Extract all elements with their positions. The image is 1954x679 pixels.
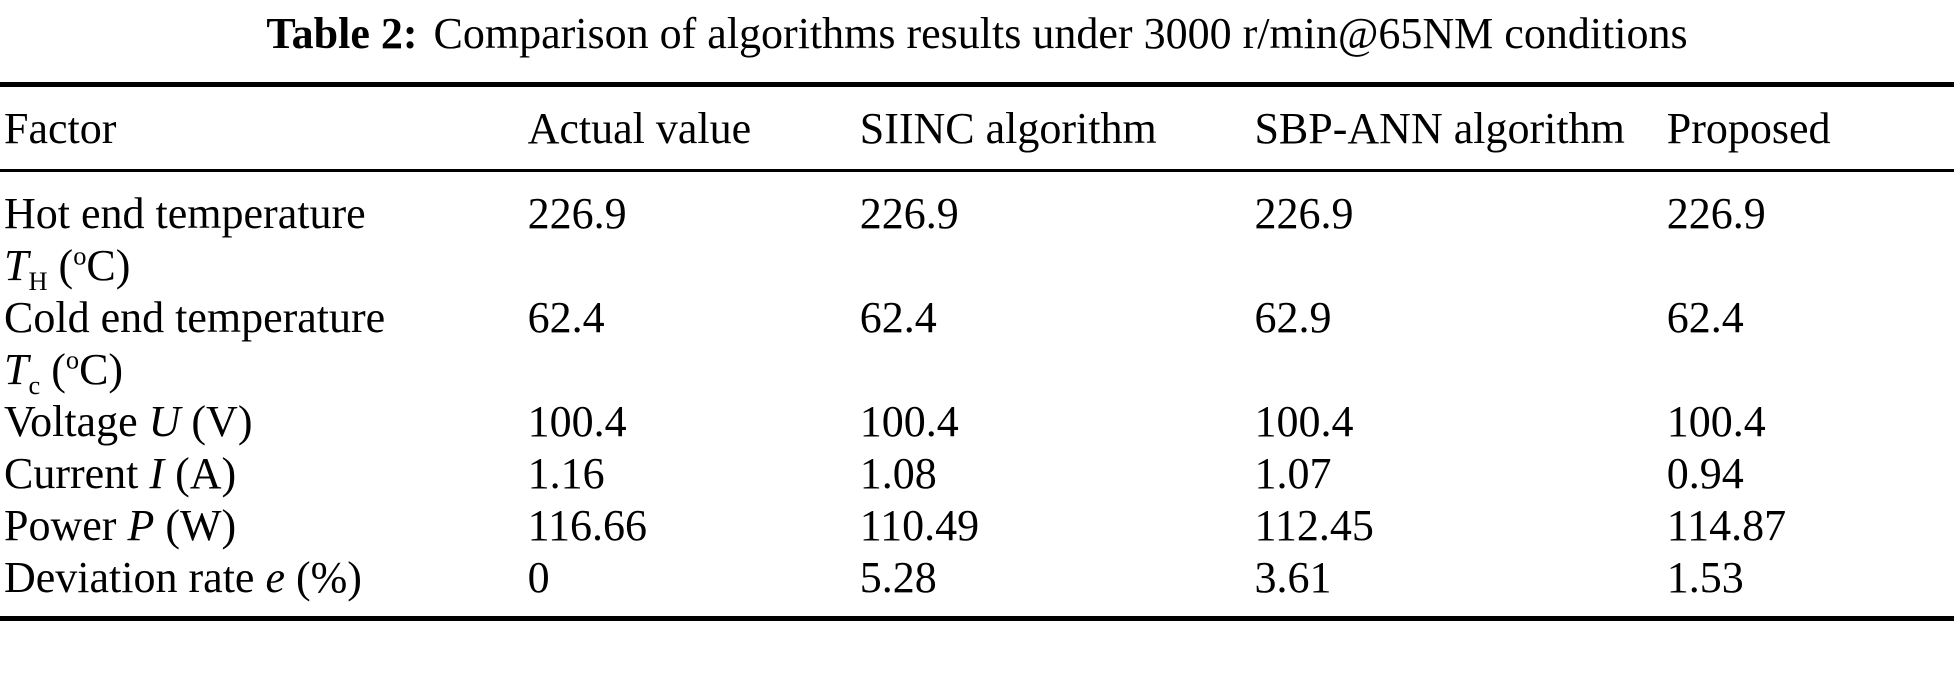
factor-text-segment: U — [148, 397, 181, 446]
factor-text-segment: ( — [40, 345, 66, 394]
value-cell: 3.61 — [1254, 553, 1332, 602]
factor-text-segment: ( — [47, 241, 74, 290]
factor-cell: Voltage U (V) — [0, 396, 528, 448]
factor-text-segment: C) — [79, 345, 124, 394]
value-cell: 1.53 — [1666, 553, 1744, 602]
table-caption: Table 2: Comparison of algorithms results… — [0, 0, 1954, 60]
value-cell: 100.4 — [1254, 397, 1354, 446]
factor-text-segment: Hot end temperature — [4, 189, 366, 238]
column-header-siinc: SIINC algorithm — [859, 84, 1255, 172]
table-caption-label: Table 2: — [266, 9, 418, 58]
value-cell: 116.66 — [527, 501, 647, 550]
value-cell: 100.4 — [527, 397, 627, 446]
factor-text-segment: Current — [4, 449, 150, 498]
value-cell: 62.4 — [859, 293, 937, 342]
value-cell: 226.9 — [1666, 189, 1766, 238]
factor-text-segment: (W) — [154, 501, 237, 550]
factor-text-segment: T — [4, 241, 29, 290]
factor-text-segment: P — [127, 501, 155, 550]
factor-text-segment: I — [149, 449, 165, 498]
value-cell: 1.08 — [859, 449, 937, 498]
factor-cell: Deviation rate e (%) — [0, 552, 528, 619]
value-cell: 1.16 — [527, 449, 605, 498]
value-cell: 1.07 — [1254, 449, 1332, 498]
value-cell: 226.9 — [859, 189, 959, 238]
factor-text-segment: Deviation rate — [4, 553, 266, 602]
value-cell: 112.45 — [1254, 501, 1374, 550]
table-row: Hot end temperature TH (oC) 226.9 226.9 226.… — [0, 171, 1954, 296]
table-row: Current I (A) 1.16 1.08 1.07 0.94 — [0, 448, 1954, 500]
value-cell: 226.9 — [527, 189, 627, 238]
factor-text-segment: o — [65, 344, 80, 375]
factor-cell: Cold end temperature Tc (oC) — [0, 292, 528, 398]
column-header-actual: Actual value — [527, 84, 860, 172]
factor-text-segment: o — [73, 240, 87, 271]
value-cell: 5.28 — [859, 553, 937, 602]
factor-cell: Hot end temperature TH (oC) — [0, 171, 528, 296]
factor-text-segment: c — [28, 369, 41, 400]
factor-text-segment: C) — [86, 241, 131, 290]
factor-text-segment: Power — [4, 501, 128, 550]
factor-text-segment: T — [4, 345, 29, 394]
table-row: Voltage U (V) 100.4 100.4 100.4 100.4 — [0, 396, 1954, 448]
column-header-factor: Factor — [0, 84, 528, 172]
factor-cell: Power P (W) — [0, 500, 528, 552]
factor-text-segment: (%) — [284, 553, 362, 602]
factor-text-segment: (V) — [180, 397, 253, 446]
factor-text-segment: e — [265, 553, 285, 602]
value-cell: 0 — [527, 553, 550, 602]
table-row: Deviation rate e (%) 0 5.28 3.61 1.53 — [0, 552, 1954, 619]
value-cell: 62.9 — [1254, 293, 1332, 342]
factor-text-segment: Cold end temperature — [4, 293, 386, 342]
table-row: Power P (W) 116.66 110.49 112.45 114.87 — [0, 500, 1954, 552]
comparison-table: Factor Actual value SIINC algorithm SBP-… — [0, 82, 1954, 621]
value-cell: 62.4 — [1666, 293, 1744, 342]
value-cell: 100.4 — [1666, 397, 1766, 446]
factor-text-segment: Voltage — [4, 397, 149, 446]
table-caption-text: Comparison of algorithms results under 3… — [433, 9, 1688, 58]
factor-cell: Current I (A) — [0, 448, 528, 500]
table-row: Cold end temperature Tc (oC) 62.4 62.4 62.9 6… — [0, 292, 1954, 398]
value-cell: 110.49 — [859, 501, 980, 550]
factor-text-segment: H — [28, 265, 48, 296]
value-cell: 226.9 — [1254, 189, 1354, 238]
header-row: Factor Actual value SIINC algorithm SBP-… — [0, 84, 1954, 172]
column-header-proposed: Proposed — [1666, 84, 1954, 172]
value-cell: 62.4 — [527, 293, 605, 342]
table-body: Hot end temperature TH (oC) 226.9 226.9 226.… — [0, 171, 1954, 619]
column-header-sbp-ann: SBP-ANN algorithm — [1254, 84, 1667, 172]
value-cell: 0.94 — [1666, 449, 1744, 498]
factor-text-segment: (A) — [164, 449, 237, 498]
value-cell: 100.4 — [859, 397, 959, 446]
value-cell: 114.87 — [1666, 501, 1787, 550]
